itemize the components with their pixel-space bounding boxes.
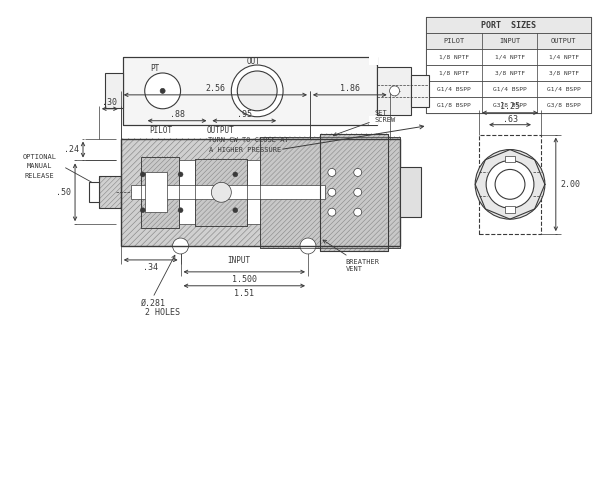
- Text: 2 HOLES: 2 HOLES: [145, 308, 180, 317]
- Text: INPUT: INPUT: [499, 38, 520, 44]
- Bar: [320, 134, 388, 251]
- Text: G1/4 BSPP: G1/4 BSPP: [437, 86, 471, 91]
- Text: 3/8 NPTF: 3/8 NPTF: [494, 71, 524, 76]
- Text: MANUAL: MANUAL: [26, 164, 52, 169]
- Circle shape: [486, 161, 534, 208]
- Text: 1/4 NPTF: 1/4 NPTF: [549, 54, 579, 60]
- Text: SET
SCREW: SET SCREW: [334, 110, 396, 136]
- Text: BREATHER
VENT: BREATHER VENT: [323, 240, 380, 272]
- Text: 1.25: 1.25: [500, 102, 520, 111]
- Text: 2.56: 2.56: [205, 84, 226, 93]
- Bar: [260, 137, 400, 248]
- Bar: [412, 75, 430, 107]
- Bar: [99, 176, 121, 208]
- Bar: [368, 56, 377, 65]
- Circle shape: [233, 207, 238, 213]
- Text: .30: .30: [103, 98, 118, 107]
- Circle shape: [140, 172, 145, 177]
- Text: 3/8 NPTF: 3/8 NPTF: [549, 71, 579, 76]
- Circle shape: [354, 168, 362, 176]
- Circle shape: [178, 207, 183, 213]
- Text: G3/8 BSPP: G3/8 BSPP: [493, 102, 526, 107]
- Text: Ø.281: Ø.281: [141, 299, 166, 308]
- Text: .88: .88: [170, 110, 185, 119]
- Circle shape: [495, 169, 525, 199]
- Text: 1/4 NPTF: 1/4 NPTF: [494, 54, 524, 60]
- Circle shape: [233, 172, 238, 177]
- Text: .34: .34: [143, 263, 158, 272]
- Bar: [427, 49, 590, 65]
- Bar: [123, 57, 377, 124]
- Bar: [121, 139, 400, 246]
- Circle shape: [328, 168, 336, 176]
- Bar: [427, 81, 590, 97]
- Text: INPUT: INPUT: [228, 256, 251, 265]
- Text: G1/4 BSPP: G1/4 BSPP: [493, 86, 526, 91]
- Text: OPTIONAL: OPTIONAL: [22, 154, 56, 160]
- Bar: [427, 65, 590, 81]
- Text: 1.500: 1.500: [232, 275, 257, 285]
- Circle shape: [232, 65, 283, 117]
- Text: 1/8 NPTF: 1/8 NPTF: [439, 54, 469, 60]
- Circle shape: [354, 188, 362, 196]
- Bar: [141, 157, 179, 228]
- Circle shape: [300, 238, 316, 254]
- Circle shape: [211, 182, 232, 202]
- Circle shape: [475, 150, 545, 219]
- Text: TURN CW TO CLOSE AT: TURN CW TO CLOSE AT: [208, 137, 289, 143]
- Text: .50: .50: [56, 188, 71, 197]
- Bar: [131, 185, 325, 199]
- Text: A HIGHER PRESSURE: A HIGHER PRESSURE: [209, 147, 281, 153]
- Bar: [145, 172, 167, 212]
- Text: 2.00: 2.00: [561, 180, 581, 189]
- Circle shape: [354, 208, 362, 216]
- Text: G1/8 BSPP: G1/8 BSPP: [437, 102, 471, 107]
- Text: PT: PT: [150, 64, 160, 73]
- Circle shape: [140, 207, 145, 213]
- Bar: [400, 167, 421, 217]
- Bar: [377, 67, 412, 115]
- Text: .63: .63: [503, 115, 518, 124]
- Circle shape: [173, 238, 188, 254]
- Bar: [99, 176, 121, 208]
- Bar: [320, 134, 388, 251]
- Bar: [196, 159, 247, 226]
- Bar: [260, 137, 400, 248]
- Bar: [89, 182, 99, 202]
- Text: PILOT: PILOT: [443, 38, 465, 44]
- Bar: [427, 33, 590, 49]
- Bar: [505, 206, 515, 213]
- Text: .24: .24: [64, 145, 79, 154]
- Text: OUTPUT: OUTPUT: [206, 126, 234, 135]
- Text: RELEASE: RELEASE: [25, 173, 54, 179]
- Text: PORT  SIZES: PORT SIZES: [481, 21, 536, 30]
- Bar: [427, 17, 590, 33]
- Bar: [141, 161, 380, 224]
- Text: .95: .95: [237, 110, 252, 119]
- Circle shape: [160, 88, 165, 93]
- Text: OUT: OUT: [246, 56, 260, 66]
- Circle shape: [237, 71, 277, 111]
- Text: OUTPUT: OUTPUT: [551, 38, 577, 44]
- Bar: [368, 116, 377, 124]
- Bar: [505, 156, 515, 163]
- Bar: [121, 139, 400, 246]
- Text: G1/4 BSPP: G1/4 BSPP: [547, 86, 581, 91]
- Text: 1/8 NPTF: 1/8 NPTF: [439, 71, 469, 76]
- Bar: [479, 135, 541, 234]
- Bar: [105, 74, 123, 108]
- Circle shape: [328, 188, 336, 196]
- Circle shape: [178, 172, 183, 177]
- Bar: [427, 97, 590, 113]
- Circle shape: [328, 208, 336, 216]
- Circle shape: [145, 73, 181, 109]
- Bar: [196, 159, 247, 226]
- Text: G3/8 BSPP: G3/8 BSPP: [547, 102, 581, 107]
- Text: 1.86: 1.86: [340, 84, 360, 93]
- Circle shape: [389, 86, 400, 96]
- Text: 1.51: 1.51: [234, 289, 254, 298]
- Text: PILOT: PILOT: [149, 126, 172, 135]
- Bar: [427, 17, 590, 113]
- Bar: [141, 157, 179, 228]
